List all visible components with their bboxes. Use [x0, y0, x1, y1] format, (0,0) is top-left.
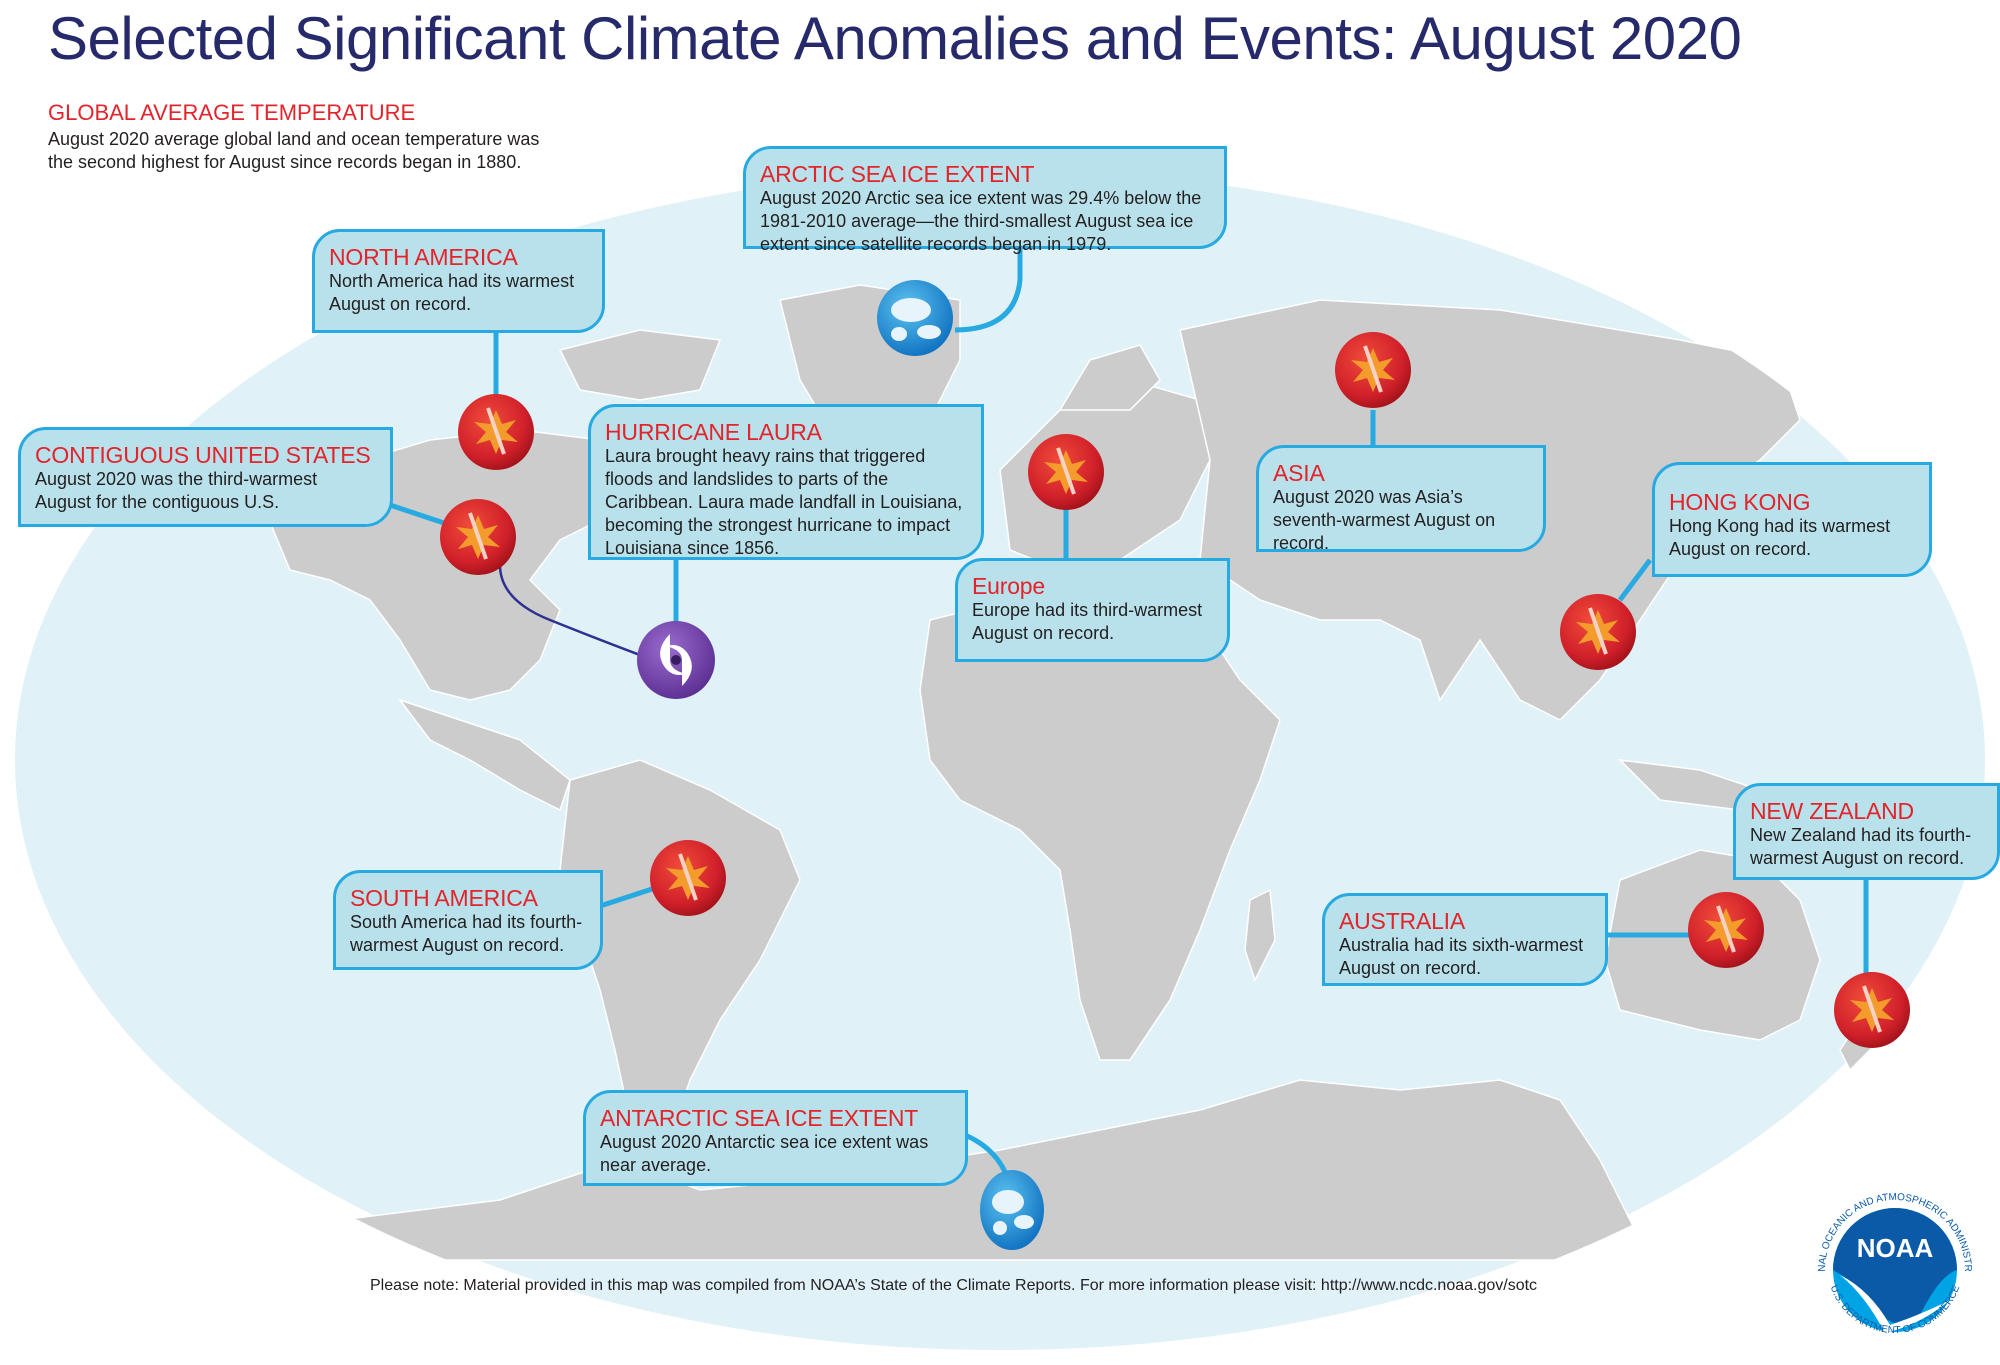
callout-heading: AUSTRALIA	[1339, 908, 1466, 934]
global-average-heading: GLOBAL AVERAGE TEMPERATURE	[48, 100, 416, 125]
global-average-panel: GLOBAL AVERAGE TEMPERATURE August 2020 a…	[48, 100, 558, 174]
callout-body: August 2020 was Asia’s seventh-warmest A…	[1273, 487, 1496, 553]
noaa-logo: NOAA NATIONAL OCEANIC AND ATMOSPHERIC AD…	[1800, 1175, 1973, 1336]
global-average-body: August 2020 average global land and ocea…	[48, 129, 540, 172]
callout-hong-kong: HONG KONG Hong Kong had its warmest Augu…	[1652, 462, 1932, 577]
callout-body: Europe had its third-warmest August on r…	[972, 600, 1203, 643]
callout-body: August 2020 Arctic sea ice extent was 29…	[760, 188, 1202, 254]
callout-arctic: ARCTIC SEA ICE EXTENT August 2020 Arctic…	[743, 146, 1227, 254]
callout-body: New Zealand had its fourth-warmest Augus…	[1750, 825, 1972, 868]
callout-heading: Europe	[972, 573, 1045, 599]
callout-heading: ARCTIC SEA ICE EXTENT	[760, 161, 1035, 187]
callout-body: August 2020 Antarctic sea ice extent was…	[600, 1132, 929, 1175]
callout-body: Australia had its sixth-warmest August o…	[1339, 935, 1584, 978]
callout-north-america: NORTH AMERICA North America had its warm…	[312, 229, 605, 333]
callout-europe: Europe Europe had its third-warmest Augu…	[955, 558, 1230, 662]
callout-body: August 2020 was the third-warmest August…	[35, 469, 318, 512]
callout-antarctic: ANTARCTIC SEA ICE EXTENT August 2020 Ant…	[583, 1090, 968, 1186]
footnote: Please note: Material provided in this m…	[370, 1277, 1538, 1294]
callout-new-zealand: NEW ZEALAND New Zealand had its fourth-w…	[1733, 783, 2000, 880]
callout-heading: NORTH AMERICA	[329, 244, 518, 270]
callout-body: Hong Kong had its warmest August on reco…	[1669, 516, 1891, 559]
hurricane-icon	[637, 621, 715, 699]
callout-body: Laura brought heavy rains that triggered…	[605, 446, 963, 558]
callout-australia: AUSTRALIA Australia had its sixth-warmes…	[1322, 893, 1608, 986]
callout-body: South America had its fourth-warmest Aug…	[350, 912, 583, 955]
sea-ice-icon	[877, 280, 1044, 1250]
callout-heading: HURRICANE LAURA	[605, 419, 822, 445]
callout-body: North America had its warmest August on …	[329, 271, 575, 314]
callout-heading: ASIA	[1273, 460, 1325, 486]
callout-hurricane-laura: HURRICANE LAURA Laura brought heavy rain…	[588, 404, 984, 560]
callout-asia: ASIA August 2020 was Asia’s seventh-warm…	[1256, 445, 1546, 553]
callout-heading: ANTARCTIC SEA ICE EXTENT	[600, 1105, 919, 1131]
callout-south-america: SOUTH AMERICA South America had its four…	[333, 870, 603, 970]
noaa-logo-text: NOAA	[1857, 1233, 1934, 1263]
callout-heading: NEW ZEALAND	[1750, 798, 1914, 824]
callout-heading: HONG KONG	[1669, 489, 1811, 515]
thermometer-heat-icon	[440, 332, 1910, 1048]
callout-heading: CONTIGUOUS UNITED STATES	[35, 442, 371, 468]
callout-heading: SOUTH AMERICA	[350, 885, 538, 911]
callout-contiguous-us: CONTIGUOUS UNITED STATES August 2020 was…	[18, 427, 393, 527]
page-title: Selected Significant Climate Anomalies a…	[48, 5, 1742, 72]
